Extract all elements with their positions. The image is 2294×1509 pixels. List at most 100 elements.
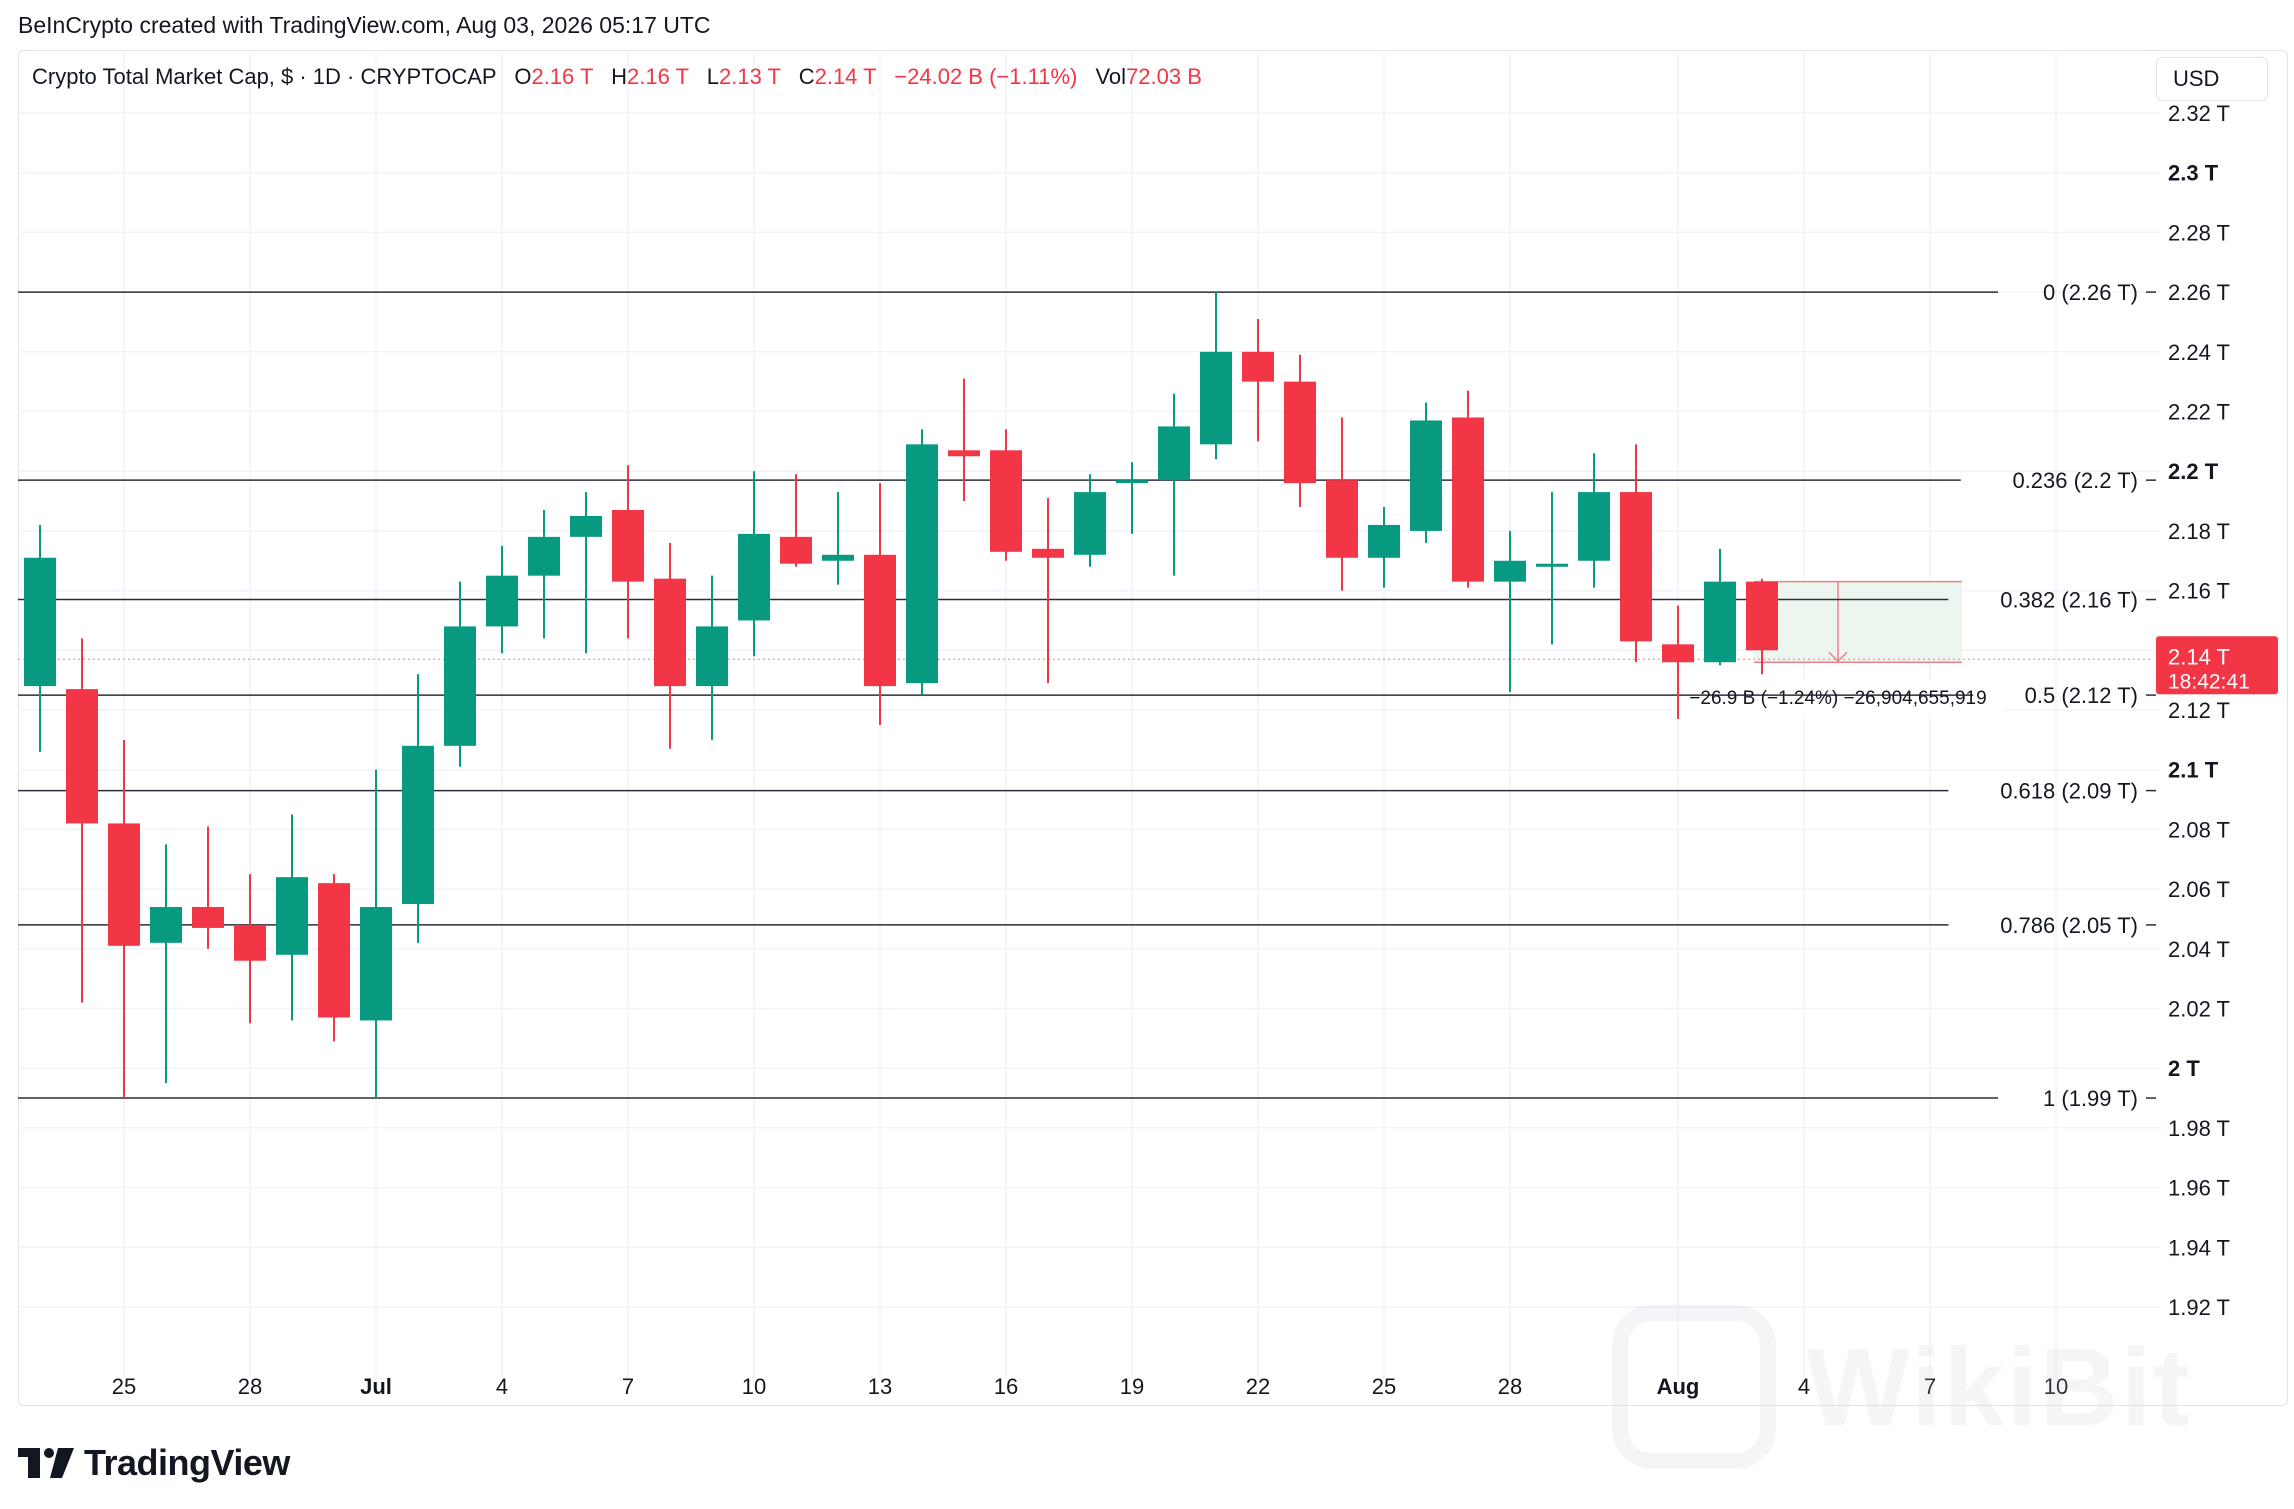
candle-body bbox=[1284, 381, 1316, 484]
fib-level-label: 0.786 (2.05 T) bbox=[2000, 913, 2138, 938]
price-axis[interactable]: 2.32 T 2.3 T 2.28 T 2.26 T 2.24 T 2.22 T 2.2 T… bbox=[2168, 101, 2230, 1320]
candle-body bbox=[1410, 420, 1442, 531]
candle[interactable] bbox=[696, 575, 728, 740]
candle-body bbox=[822, 554, 854, 561]
candle-body bbox=[1326, 480, 1358, 558]
change-value: −24.02 B (−1.11%) bbox=[894, 64, 1078, 89]
candle-body bbox=[1620, 492, 1652, 642]
candle-body bbox=[1662, 644, 1694, 663]
tradingview-logo[interactable]: TradingView bbox=[18, 1442, 290, 1484]
candle[interactable] bbox=[948, 378, 980, 502]
candle-body bbox=[990, 450, 1022, 552]
candle[interactable] bbox=[1662, 605, 1694, 719]
candle[interactable] bbox=[1494, 530, 1526, 693]
current-price-badge bbox=[2156, 636, 2278, 695]
candle[interactable] bbox=[1746, 578, 1778, 675]
candle[interactable] bbox=[528, 510, 560, 639]
price-axis-tick-label: 1.92 T bbox=[2168, 1295, 2230, 1320]
candle-body bbox=[402, 745, 434, 905]
candle[interactable] bbox=[1536, 492, 1568, 645]
candle[interactable] bbox=[360, 769, 392, 1099]
candle[interactable] bbox=[1410, 402, 1442, 543]
price-axis-tick-label: 1.96 T bbox=[2168, 1176, 2230, 1201]
candle-body bbox=[528, 536, 560, 576]
price-axis-tick-label: 2.32 T bbox=[2168, 101, 2230, 126]
candle-body bbox=[1242, 351, 1274, 382]
candle[interactable] bbox=[780, 474, 812, 567]
fib-level-label: 0.5 (2.12 T) bbox=[2025, 683, 2138, 708]
time-axis-tick-label: 7 bbox=[622, 1374, 634, 1399]
candle-body bbox=[1200, 351, 1232, 445]
candle-body bbox=[24, 557, 56, 687]
candle[interactable] bbox=[444, 581, 476, 767]
candle[interactable] bbox=[906, 429, 938, 696]
close-label: C bbox=[798, 64, 815, 89]
candle-body bbox=[360, 907, 392, 1021]
candle[interactable] bbox=[276, 814, 308, 1021]
candle[interactable] bbox=[654, 542, 686, 749]
candle[interactable] bbox=[1242, 318, 1274, 442]
candle[interactable] bbox=[864, 483, 896, 725]
time-axis-tick-label: 4 bbox=[496, 1374, 508, 1399]
current-price-value: 2.14 T bbox=[2168, 644, 2230, 669]
candle-body bbox=[318, 883, 350, 1018]
candle[interactable] bbox=[1368, 507, 1400, 588]
open-value: 2.16 T bbox=[531, 64, 594, 89]
candle[interactable] bbox=[24, 524, 56, 752]
fib-level-label: 1 (1.99 T) bbox=[2043, 1086, 2138, 1111]
candle[interactable] bbox=[1704, 548, 1736, 666]
time-axis-tick-label: Aug bbox=[1657, 1374, 1700, 1399]
candle[interactable] bbox=[570, 492, 602, 654]
fib-level-label: 0.618 (2.09 T) bbox=[2000, 779, 2138, 804]
candle-body bbox=[192, 907, 224, 928]
candle[interactable] bbox=[1284, 354, 1316, 508]
candle[interactable] bbox=[108, 739, 140, 1099]
candle[interactable] bbox=[822, 492, 854, 585]
wikibit-wordmark: WikiBit bbox=[1806, 1325, 2192, 1449]
fib-level-label: 0.382 (2.16 T) bbox=[2000, 588, 2138, 613]
price-axis-tick-label: 2.22 T bbox=[2168, 400, 2230, 425]
candle[interactable] bbox=[1620, 444, 1652, 663]
candle-body bbox=[66, 689, 98, 824]
price-axis-tick-label: 2.18 T bbox=[2168, 519, 2230, 544]
chart-frame bbox=[18, 50, 2288, 1406]
time-axis[interactable]: 25 28 Jul 4 7 10 13 16 19 22 25 28 Aug 4 7 10 bbox=[112, 1374, 2068, 1399]
candle[interactable] bbox=[234, 874, 266, 1024]
candle[interactable] bbox=[1452, 390, 1484, 588]
tradingview-wordmark: TradingView bbox=[84, 1442, 290, 1483]
price-axis-tick-label: 1.98 T bbox=[2168, 1116, 2230, 1141]
candle-body bbox=[1536, 563, 1568, 567]
candle[interactable] bbox=[990, 429, 1022, 561]
candle-body bbox=[1368, 524, 1400, 558]
candle[interactable] bbox=[1158, 393, 1190, 576]
candle[interactable] bbox=[486, 545, 518, 654]
grid-lines bbox=[18, 52, 2160, 1378]
candle[interactable] bbox=[66, 638, 98, 1003]
candle[interactable] bbox=[1116, 462, 1148, 534]
candle-body bbox=[696, 626, 728, 687]
projection-arrow-head bbox=[1828, 651, 1848, 663]
symbol-title: Crypto Total Market Cap, $ · 1D · CRYPTO… bbox=[32, 64, 497, 89]
candle[interactable] bbox=[402, 674, 434, 943]
candle-body bbox=[1704, 581, 1736, 663]
price-axis-tick-label: 2.12 T bbox=[2168, 698, 2230, 723]
candle[interactable] bbox=[1032, 498, 1064, 684]
time-axis-tick-label: Jul bbox=[360, 1374, 392, 1399]
candle[interactable] bbox=[318, 874, 350, 1042]
currency-selector[interactable]: USD bbox=[2156, 57, 2268, 101]
candle[interactable] bbox=[738, 471, 770, 657]
candle[interactable] bbox=[1074, 474, 1106, 567]
candle-body bbox=[1578, 492, 1610, 561]
candle[interactable] bbox=[612, 465, 644, 639]
candle[interactable] bbox=[1200, 292, 1232, 460]
price-axis-tick-label: 2.3 T bbox=[2168, 161, 2219, 186]
candle[interactable] bbox=[192, 826, 224, 949]
candle[interactable] bbox=[1326, 417, 1358, 591]
candle-body bbox=[612, 510, 644, 582]
candle-body bbox=[780, 536, 812, 564]
candles[interactable]: −26.9 B (−1.24%) −26,904,655,919 bbox=[24, 292, 1987, 1099]
candle[interactable] bbox=[1578, 453, 1610, 588]
candle-body bbox=[486, 575, 518, 627]
candle[interactable] bbox=[150, 844, 182, 1084]
